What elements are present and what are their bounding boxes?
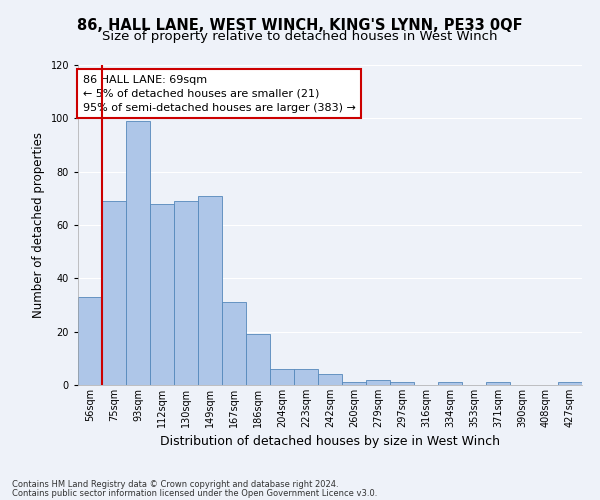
Bar: [126, 121, 150, 385]
Bar: [294, 369, 318, 385]
Text: Size of property relative to detached houses in West Winch: Size of property relative to detached ho…: [102, 30, 498, 43]
Bar: [390, 382, 414, 385]
Text: 86 HALL LANE: 69sqm
← 5% of detached houses are smaller (21)
95% of semi-detache: 86 HALL LANE: 69sqm ← 5% of detached hou…: [83, 74, 356, 112]
Text: Contains HM Land Registry data © Crown copyright and database right 2024.: Contains HM Land Registry data © Crown c…: [12, 480, 338, 489]
Bar: [198, 196, 222, 385]
Text: Contains public sector information licensed under the Open Government Licence v3: Contains public sector information licen…: [12, 489, 377, 498]
Bar: [102, 201, 126, 385]
Bar: [174, 201, 198, 385]
Bar: [342, 382, 366, 385]
Text: 86, HALL LANE, WEST WINCH, KING'S LYNN, PE33 0QF: 86, HALL LANE, WEST WINCH, KING'S LYNN, …: [77, 18, 523, 32]
Bar: [318, 374, 342, 385]
Y-axis label: Number of detached properties: Number of detached properties: [32, 132, 45, 318]
Bar: [150, 204, 174, 385]
X-axis label: Distribution of detached houses by size in West Winch: Distribution of detached houses by size …: [160, 436, 500, 448]
Bar: [246, 334, 270, 385]
Bar: [366, 380, 390, 385]
Bar: [558, 382, 582, 385]
Bar: [486, 382, 510, 385]
Bar: [270, 369, 294, 385]
Bar: [78, 297, 102, 385]
Bar: [222, 302, 246, 385]
Bar: [438, 382, 462, 385]
